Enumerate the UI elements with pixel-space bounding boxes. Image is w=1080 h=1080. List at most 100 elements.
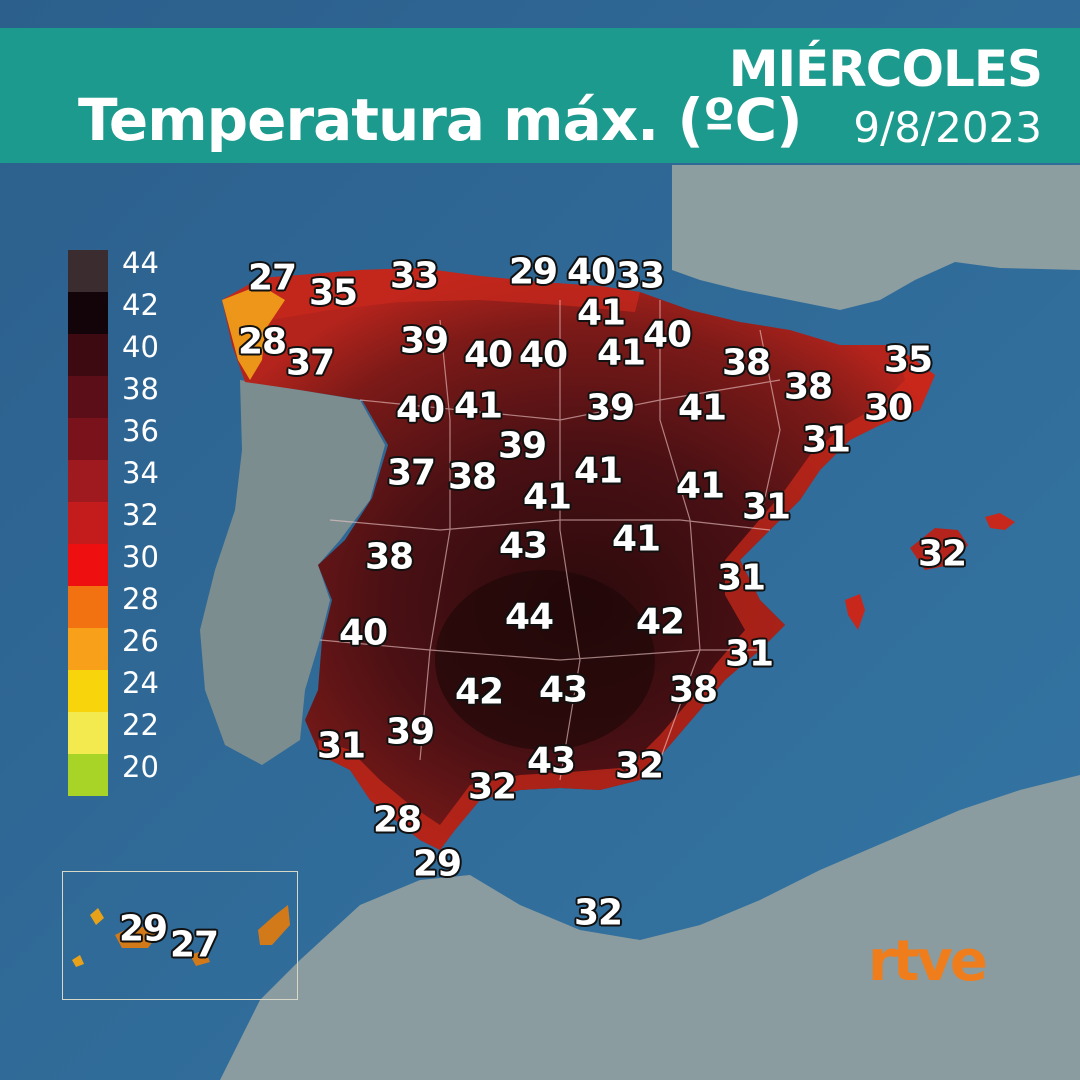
weekday-label: MIÉRCOLES [728,40,1043,98]
temp-leon: 39 [399,320,449,362]
temp-granada: 43 [526,740,576,782]
legend-label: 22 [122,708,159,742]
hottest-area [435,570,655,750]
temp-avila: 38 [447,456,497,498]
province-borders [319,300,781,781]
mallorca [910,528,968,570]
north-coast-band [222,268,640,330]
spain-land [222,268,935,850]
temp-badajoz: 40 [338,612,388,654]
temp-cordoba: 42 [454,671,504,713]
legend-label: 42 [122,288,159,322]
temp-guipuzcoa: 40 [566,251,616,293]
temp-baleares: 32 [917,533,967,575]
legend-label: 20 [122,750,159,784]
temp-melilla: 32 [573,892,623,934]
temp-cadiz: 28 [372,799,422,841]
temp-valladolid: 41 [453,385,503,427]
legend-label: 34 [122,456,159,490]
temp-almeria: 32 [614,745,664,787]
svg-text:rtve: rtve [868,929,986,994]
temp-albacete: 42 [635,601,685,643]
temp-soria: 39 [585,387,635,429]
temp-tarragona: 31 [801,419,851,461]
legend-swatch [68,670,108,712]
legend-swatch [68,586,108,628]
temp-castellon: 31 [741,486,791,528]
temp-madrid: 41 [522,476,572,518]
temp-girona: 35 [883,339,933,381]
legend-swatch [68,250,108,292]
rtve-logo: rtve [868,929,989,994]
temp-salamanca: 37 [386,452,436,494]
temp-vizcaya: 29 [508,251,558,293]
temp-toledo: 43 [498,525,548,567]
temp-galicia-coruna: 35 [308,272,358,314]
temp-navarra: 41 [596,332,646,374]
temp-valencia: 31 [716,557,766,599]
legend-label: 30 [122,540,159,574]
legend-swatch [68,712,108,754]
menorca [985,513,1015,530]
date-label: 9/8/2023 [853,103,1042,152]
south-coast-band [318,740,640,850]
canary-islands [72,905,290,967]
temp-asturias: 33 [389,255,439,297]
ibiza [845,594,865,630]
legend-label: 40 [122,330,159,364]
temp-lleida: 38 [721,342,771,384]
temp-malaga: 32 [467,766,517,808]
temp-huelva: 31 [316,725,366,767]
legend-swatch [68,376,108,418]
temp-barcelona-interior: 38 [783,366,833,408]
legend-label: 24 [122,666,159,700]
temp-gran-canaria: 27 [169,924,219,966]
canary-inset-frame [62,871,298,1000]
temp-galicia-corunna-coast: 27 [247,257,297,299]
legend-label: 26 [122,624,159,658]
legend-swatch [68,544,108,586]
legend-swatch [68,502,108,544]
legend-label: 32 [122,498,159,532]
legend-swatch [68,292,108,334]
temp-tenerife: 29 [118,908,168,950]
legend-label: 28 [122,582,159,616]
temp-palencia: 40 [463,334,513,376]
temp-segovia: 39 [497,425,547,467]
temp-jaen: 43 [538,669,588,711]
temp-cuenca: 41 [611,518,661,560]
legend-label: 38 [122,372,159,406]
galicia-coast-band [222,285,285,380]
map-title: Temperatura máx. (ºC) [78,86,803,154]
east-coast-band [625,345,935,780]
legend-swatch [68,628,108,670]
temp-tarifa: 29 [412,843,462,885]
temp-teruel: 41 [675,465,725,507]
portugal-land [200,380,385,765]
legend-swatch [68,418,108,460]
temp-barcelona: 30 [863,387,913,429]
temp-la-rioja: 41 [576,292,626,334]
temp-zaragoza: 41 [677,387,727,429]
temp-caceres: 38 [364,536,414,578]
header-bar [0,28,1080,163]
legend-label: 36 [122,414,159,448]
legend-swatch [68,754,108,796]
temp-pontevedra-coast: 28 [237,321,287,363]
temp-huesca: 40 [642,314,692,356]
legend-swatch [68,460,108,502]
legend-swatch [68,334,108,376]
temp-navarra-north: 33 [615,255,665,297]
temp-alicante: 31 [724,633,774,675]
temp-burgos: 40 [518,334,568,376]
temp-orense: 37 [285,342,335,384]
legend-label: 44 [122,246,159,280]
temp-guadalajara: 41 [573,450,623,492]
temp-sevilla: 39 [385,711,435,753]
temp-zamora: 40 [395,389,445,431]
france-land [672,165,1080,310]
temp-murcia: 38 [668,669,718,711]
africa-land [220,775,1080,1080]
